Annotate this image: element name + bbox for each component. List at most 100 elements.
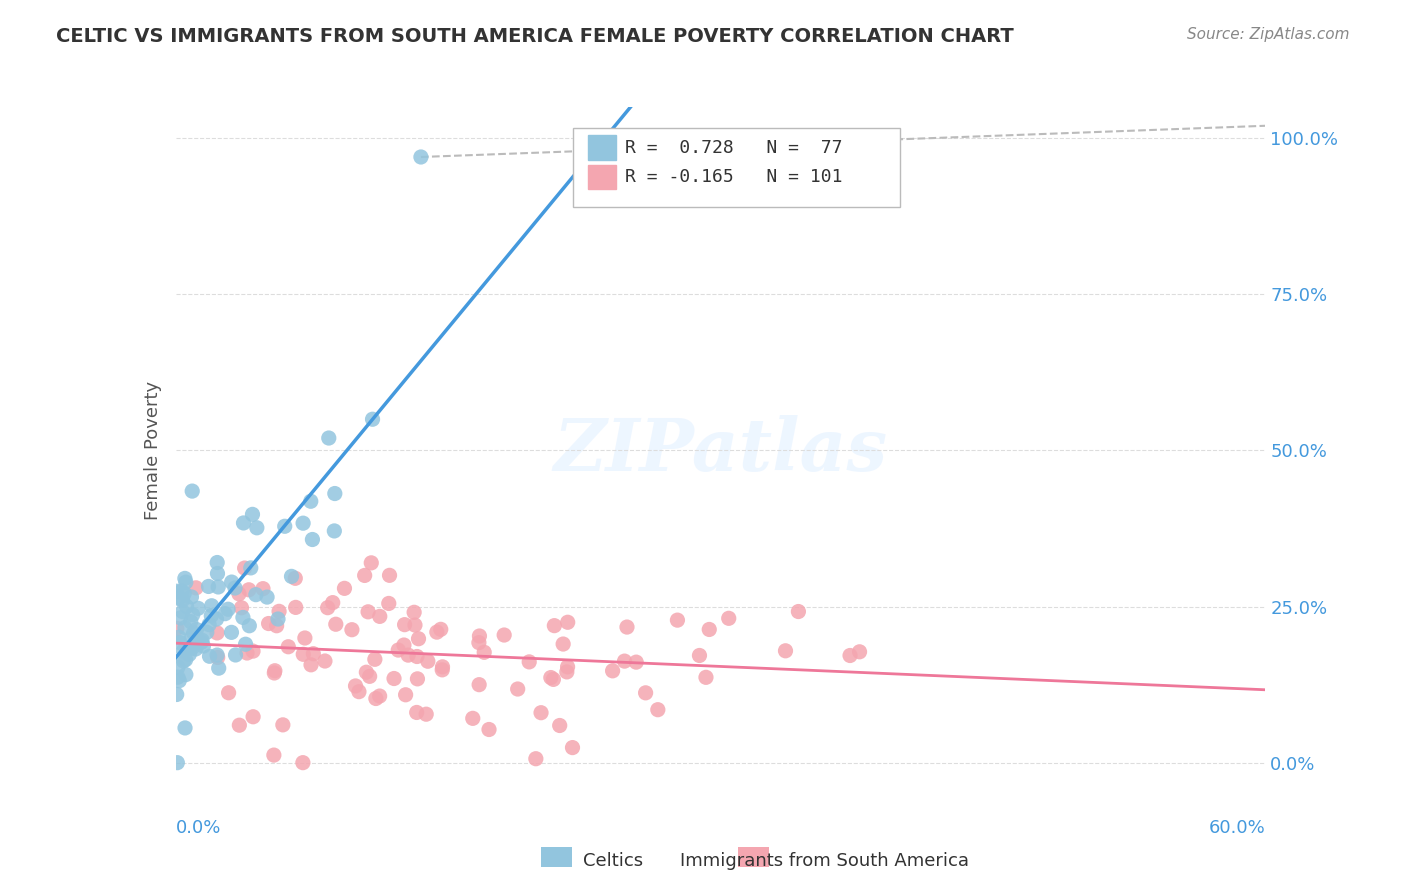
Celtics [205,612,228,626]
Immigrants from South America [405,706,427,720]
Immigrants from South America [543,618,565,632]
Immigrants from South America [392,638,415,652]
Immigrants from South America [406,672,429,686]
Immigrants from South America [429,623,451,637]
Celtics [224,581,246,595]
Immigrants from South America [624,655,647,669]
Immigrants from South America [472,645,495,659]
Text: Immigrants from South America: Immigrants from South America [634,852,969,870]
Celtics [172,654,194,668]
Immigrants from South America [228,587,250,601]
Celtics [256,590,278,604]
FancyBboxPatch shape [574,128,900,207]
Immigrants from South America [695,670,717,684]
Celtics [200,608,222,623]
Celtics [169,635,191,649]
Celtics [232,516,254,530]
Celtics [190,635,212,649]
Celtics [238,619,260,633]
Text: Celtics: Celtics [537,852,644,870]
Immigrants from South America [284,600,307,615]
Immigrants from South America [368,689,391,703]
Immigrants from South America [697,623,720,637]
Immigrants from South America [394,688,416,702]
Celtics [207,566,229,581]
Immigrants from South America [378,597,401,611]
Immigrants from South America [517,655,540,669]
Immigrants from South America [494,628,516,642]
Celtics [169,611,191,625]
Celtics [187,601,209,615]
Celtics [167,591,190,606]
Celtics [323,486,346,500]
Celtics [172,644,194,658]
Immigrants from South America [333,582,356,596]
Immigrants from South America [543,673,565,687]
Immigrants from South America [548,718,571,732]
Immigrants from South America [347,684,370,698]
Celtics [170,584,193,599]
Celtics [181,484,204,499]
Celtics [232,610,254,624]
Immigrants from South America [344,679,367,693]
Text: 0.0%: 0.0% [176,819,221,837]
Celtics [176,599,198,614]
Immigrants from South America [277,640,299,654]
Immigrants from South America [787,605,810,619]
Immigrants from South America [184,581,207,595]
Immigrants from South America [364,652,387,666]
Immigrants from South America [557,660,579,674]
Immigrants from South America [382,672,405,686]
Immigrants from South America [294,631,316,645]
Celtics [205,648,228,662]
Celtics [235,637,257,651]
Immigrants from South America [404,605,426,619]
Immigrants from South America [561,740,583,755]
Immigrants from South America [292,648,315,662]
Immigrants from South America [291,756,314,770]
Immigrants from South America [353,568,375,582]
Celtics [242,508,264,522]
Celtics [225,648,247,662]
Immigrants from South America [267,604,290,618]
Celtics [214,607,236,621]
Celtics [198,649,221,664]
Immigrants from South America [238,582,260,597]
Text: 60.0%: 60.0% [1209,819,1265,837]
Celtics [167,630,190,644]
Celtics [207,580,229,594]
Celtics [301,533,323,547]
Immigrants from South America [688,648,710,663]
Celtics [195,625,218,640]
Immigrants from South America [461,711,484,725]
Immigrants from South America [263,748,285,763]
Immigrants from South America [325,617,347,632]
Celtics [361,412,384,426]
Immigrants from South America [387,643,409,657]
Immigrants from South America [602,664,624,678]
Celtics [173,571,195,585]
Immigrants from South America [415,707,437,722]
Celtics [246,521,269,535]
Celtics [193,639,215,653]
FancyBboxPatch shape [588,165,616,189]
Immigrants from South America [647,703,669,717]
Celtics [165,584,187,599]
Celtics [181,640,204,655]
Immigrants from South America [839,648,862,663]
Celtics [267,612,290,626]
Celtics [186,632,208,646]
Celtics [180,631,202,645]
Immigrants from South America [426,625,449,640]
Immigrants from South America [231,600,253,615]
Celtics [274,519,297,533]
Immigrants from South America [468,629,491,643]
Celtics [166,688,188,702]
Immigrants from South America [406,649,429,664]
Immigrants from South America [666,613,689,627]
Immigrants from South America [236,646,259,660]
Celtics [169,673,191,688]
Immigrants from South America [314,654,336,668]
Immigrants from South America [540,671,562,685]
Immigrants from South America [228,718,250,732]
